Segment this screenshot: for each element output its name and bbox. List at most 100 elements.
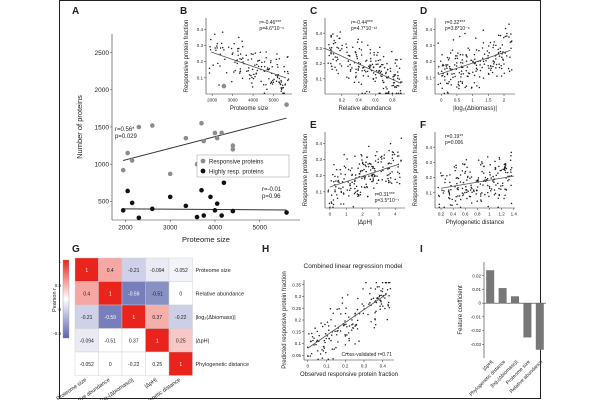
data-point-E (358, 173, 361, 175)
data-point-F (437, 194, 440, 197)
data-point-D (456, 57, 459, 60)
x-tick-label-D: 1.5 (485, 98, 492, 103)
data-point-F (459, 174, 462, 176)
data-point-F (464, 191, 466, 194)
data-point-H (378, 286, 380, 288)
data-point-F (462, 194, 464, 197)
data-point-F (439, 172, 442, 174)
data-point-C (348, 77, 350, 79)
data-point-F (510, 184, 512, 187)
heatmap-value: 1 (156, 338, 159, 344)
y-tick-label-A: 2000 (95, 87, 110, 94)
data-point-A-1 (129, 200, 135, 206)
heatmap-value: -0.21 (128, 268, 140, 274)
data-point-F (502, 168, 504, 171)
data-point-D (457, 81, 460, 83)
data-point-C (395, 86, 398, 88)
data-point-H (344, 312, 347, 315)
data-point-H (346, 294, 349, 296)
data-point-E (340, 187, 342, 190)
data-point-D (498, 51, 500, 54)
data-point-F (461, 170, 464, 172)
data-point-E (382, 169, 384, 172)
data-point-A-1 (221, 180, 227, 186)
data-point-F (457, 187, 459, 189)
data-point-H (347, 332, 350, 334)
x-tick-label-D: 2 (503, 98, 506, 103)
data-point-B (268, 78, 270, 80)
data-point-F (480, 195, 482, 197)
data-point-C (330, 65, 333, 67)
data-point-F (486, 156, 489, 158)
data-point-F (497, 206, 499, 208)
data-point-C (391, 92, 394, 94)
data-point-B (261, 61, 263, 64)
stat-label-E: p=3.5*10⁻⁷ (375, 198, 400, 204)
data-point-F (438, 206, 441, 208)
y-tick-label-C: 0.3 (316, 46, 323, 51)
data-point-B (266, 88, 268, 91)
fit-line-H (307, 293, 387, 349)
data-point-C (357, 69, 360, 71)
data-point-H (385, 281, 388, 284)
data-point-E (369, 178, 372, 181)
data-point-F (481, 170, 483, 173)
data-point-D (443, 75, 446, 78)
y-axis-label-F: Responsive protein fraction (413, 134, 419, 207)
data-point-F (469, 189, 472, 191)
data-point-H (365, 281, 367, 284)
data-point-D (501, 67, 503, 70)
data-point-D (478, 86, 481, 89)
data-point-F (482, 172, 485, 174)
data-point-C (372, 72, 375, 74)
data-point-H (380, 294, 382, 297)
fit-line-E (329, 163, 399, 188)
data-point-B (250, 53, 253, 55)
data-point-E (340, 173, 342, 175)
data-point-H (388, 294, 390, 297)
data-point-C (386, 68, 389, 71)
data-point-C (386, 62, 388, 65)
data-point-B (287, 55, 289, 58)
data-point-B (242, 61, 244, 63)
data-point-F (501, 182, 504, 185)
data-point-D (454, 75, 456, 78)
data-point-D (461, 62, 464, 64)
data-point-C (398, 67, 401, 70)
data-point-D (470, 59, 472, 62)
heatmap-value: -0.51 (152, 291, 164, 297)
data-point-D (449, 78, 452, 81)
data-point-C (334, 56, 337, 58)
data-point-D (492, 46, 494, 49)
data-point-E (344, 173, 346, 176)
data-point-D (490, 67, 493, 69)
data-point-H (332, 312, 334, 314)
data-point-E (391, 157, 394, 159)
data-point-C (391, 85, 393, 87)
data-point-D (446, 64, 449, 66)
data-point-B (248, 78, 251, 80)
data-point-B (236, 59, 239, 61)
data-point-C (355, 53, 358, 56)
data-point-C (337, 72, 339, 75)
data-point-C (334, 66, 336, 69)
data-point-D (456, 62, 458, 64)
data-point-C (367, 75, 370, 77)
data-point-B (219, 47, 222, 49)
data-point-E (383, 157, 385, 159)
data-point-C (363, 69, 366, 72)
data-point-H (363, 305, 365, 307)
data-point-D (483, 63, 486, 65)
data-point-D (479, 64, 481, 66)
data-point-B (282, 87, 284, 89)
data-point-F (492, 180, 494, 182)
data-point-B (209, 45, 211, 48)
data-point-C (385, 72, 387, 75)
heatmap-value: 0.25 (152, 362, 162, 368)
data-point-E (361, 162, 364, 165)
data-point-E (387, 162, 390, 165)
fit-line-F (440, 175, 514, 189)
stat-label-C: p=4.7*10⁻¹² (351, 26, 377, 32)
data-point-B (212, 64, 214, 66)
data-point-D (439, 60, 442, 62)
